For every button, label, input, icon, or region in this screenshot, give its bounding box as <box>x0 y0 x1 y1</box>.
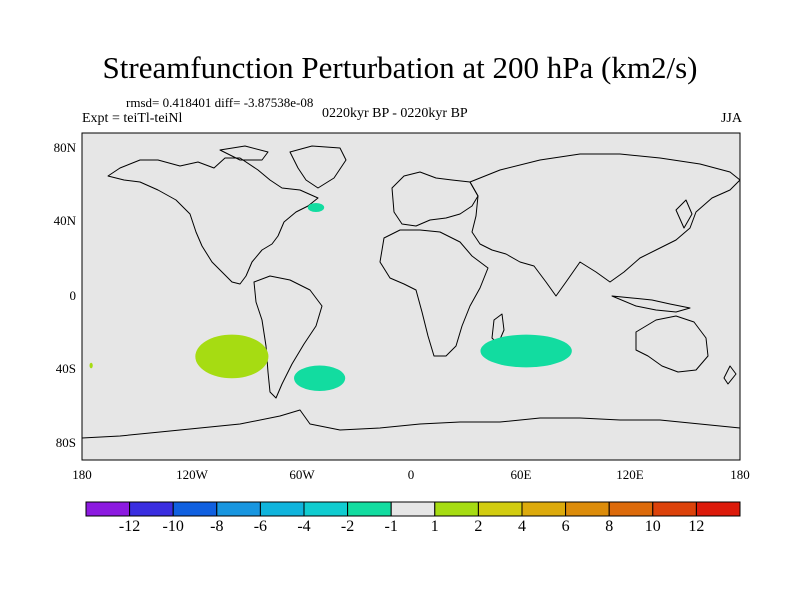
colorbar-label: -6 <box>253 518 268 535</box>
period-label: 0220kyr BP - 0220kyr BP <box>322 106 468 121</box>
coast-south-america <box>253 275 323 399</box>
xtick-180w: 180 <box>72 467 92 482</box>
colorbar-label: -10 <box>162 518 184 535</box>
north-atlantic-blob <box>307 202 325 213</box>
colorbar-label: -4 <box>297 518 311 535</box>
coast-japan <box>675 199 693 229</box>
map-title: Streamfunction Perturbation at 200 hPa (… <box>102 50 698 85</box>
colorbar-label: 10 <box>644 518 661 535</box>
colorbar-swatch <box>347 501 392 517</box>
coast-greenland <box>289 145 347 189</box>
colorbar-label: -2 <box>340 518 355 535</box>
coast-madagascar <box>491 313 505 345</box>
xtick-60e: 60E <box>510 467 532 482</box>
colorbar-label: -1 <box>384 518 398 535</box>
colorbar-swatch <box>565 501 610 517</box>
coast-north-america <box>107 157 319 285</box>
colorbar-label: 6 <box>561 518 570 535</box>
south-pacific-blob <box>195 334 269 379</box>
colorbar-swatch <box>434 501 479 517</box>
coast-asia <box>469 153 741 297</box>
colorbar-label: 1 <box>430 518 439 535</box>
coast-australia <box>635 315 709 373</box>
xtick-180e: 180 <box>730 467 750 482</box>
colorbar-swatch <box>85 501 131 517</box>
coast-indonesia <box>611 295 691 313</box>
colorbar-label: 2 <box>474 518 483 535</box>
colorbar-swatch <box>608 501 654 517</box>
south-atlantic-blob <box>294 365 346 391</box>
colorbar-swatch <box>129 501 174 517</box>
coast-new-zealand <box>723 365 737 385</box>
coastlines <box>81 145 741 439</box>
xtick-0: 0 <box>407 467 415 482</box>
season-label: JJA <box>720 111 742 126</box>
tiny-pacific-dot <box>89 362 93 369</box>
colorbar-label: -8 <box>210 518 224 535</box>
xtick-120w: 120W <box>176 467 208 482</box>
coast-antarctica <box>81 409 741 439</box>
colorbar-swatch <box>695 501 741 517</box>
indian-ocean-blob <box>480 334 572 368</box>
ytick-80n: 80N <box>53 140 76 155</box>
colorbar-swatch <box>652 501 697 517</box>
colorbar-swatch <box>390 501 436 517</box>
colorbar-label: -12 <box>118 518 141 535</box>
colorbar-swatch <box>259 501 305 517</box>
coast-arctic-islands <box>219 145 269 161</box>
colorbar-label: 12 <box>688 518 705 535</box>
anomaly-layer <box>89 202 572 391</box>
colorbar-swatch <box>172 501 218 517</box>
stats-label: rmsd= 0.418401 diff= -3.87538e-08 <box>126 95 314 110</box>
colorbar-swatch <box>216 501 261 517</box>
xtick-60w: 60W <box>289 467 315 482</box>
coast-africa <box>379 229 489 357</box>
experiment-label: Expt = teiTl-teiNl <box>82 111 183 126</box>
ytick-0: 0 <box>69 288 77 303</box>
colorbar <box>85 501 741 517</box>
colorbar-swatch <box>521 501 567 517</box>
ytick-40s: 40S <box>55 361 76 376</box>
ytick-80s: 80S <box>55 435 76 450</box>
map-background <box>81 132 741 461</box>
colorbar-label: 4 <box>518 518 526 535</box>
coast-europe <box>391 171 479 227</box>
colorbar-label: 8 <box>605 518 614 535</box>
ytick-40n: 40N <box>53 213 76 228</box>
xtick-120e: 120E <box>616 467 644 482</box>
colorbar-swatch <box>477 501 523 517</box>
colorbar-swatch <box>303 501 349 517</box>
